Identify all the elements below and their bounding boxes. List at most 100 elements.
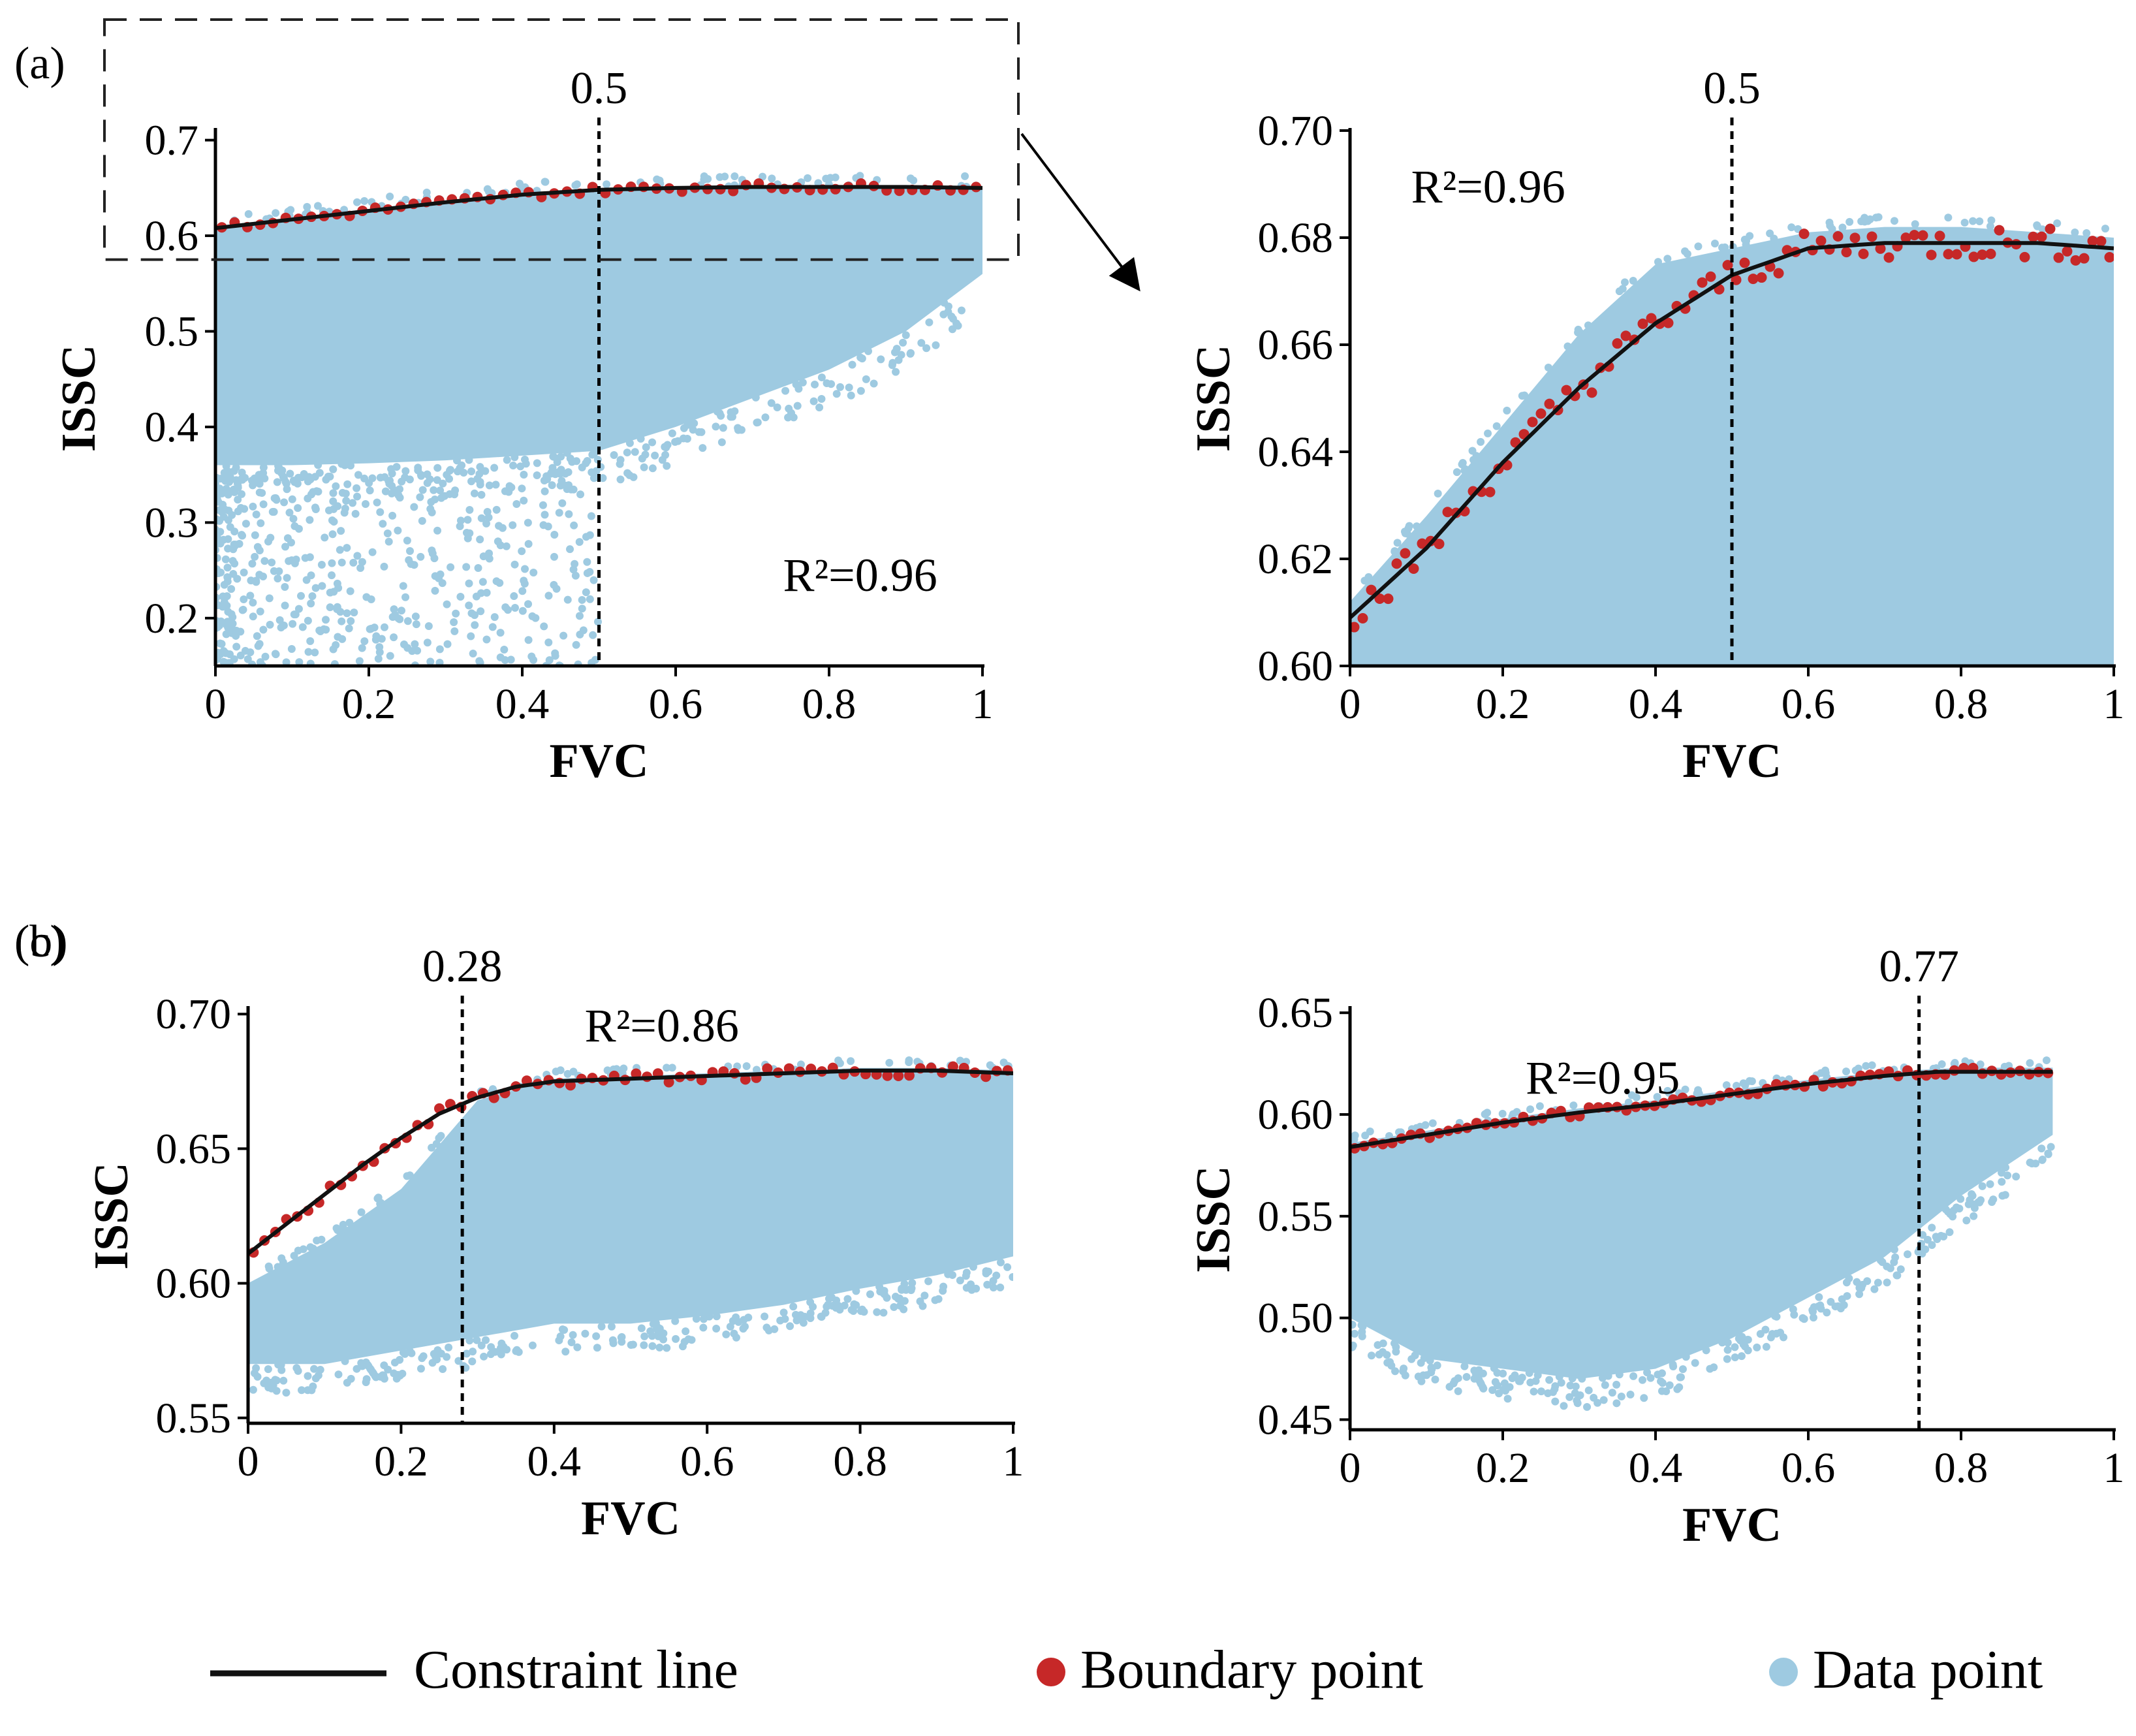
data-point: [477, 490, 486, 499]
zoom-arrow: [1020, 133, 1140, 292]
data-point: [1379, 1348, 1387, 1356]
data-point: [259, 625, 268, 634]
data-point: [1491, 1378, 1500, 1386]
data-point: [313, 202, 322, 210]
data-point: [279, 1376, 288, 1385]
data-point: [219, 657, 228, 666]
data-point: [2083, 671, 2091, 679]
data-point: [265, 594, 274, 603]
data-point: [1735, 678, 1742, 686]
data-point: [417, 471, 426, 480]
data-point: [608, 1336, 617, 1344]
data-point: [390, 633, 398, 642]
x-tick-label: 1: [2103, 1444, 2125, 1492]
data-point: [969, 1263, 977, 1271]
boundary-point: [1374, 593, 1385, 604]
boundary-point: [1832, 231, 1844, 242]
data-point: [555, 509, 563, 517]
data-point: [334, 1370, 343, 1379]
data-point: [311, 584, 320, 592]
data-point: [1735, 699, 1743, 707]
data-point: [298, 623, 307, 631]
data-point: [353, 198, 361, 206]
data-point: [1396, 686, 1404, 693]
data-point: [520, 580, 529, 588]
y-tick-label: 0.62: [1258, 535, 1334, 583]
data-point: [894, 356, 903, 364]
data-point: [510, 453, 519, 462]
r-squared-label: R²=0.96: [1411, 161, 1565, 213]
data-point: [692, 1315, 700, 1323]
data-point: [781, 1315, 789, 1323]
data-point: [456, 516, 465, 525]
data-point: [898, 1286, 906, 1294]
data-point: [334, 584, 343, 592]
data-point: [821, 1308, 830, 1317]
data-point: [541, 178, 549, 186]
boundary-point: [1383, 593, 1394, 605]
data-point: [492, 481, 500, 489]
data-point: [283, 485, 291, 494]
data-point: [1454, 686, 1462, 693]
data-point: [1578, 1374, 1586, 1383]
data-point: [1399, 1367, 1407, 1376]
data-point: [1417, 1359, 1425, 1367]
data-point: [1944, 213, 1953, 222]
data-point: [1945, 1228, 1954, 1237]
y-tick-label: 0.60: [1258, 642, 1334, 690]
data-point: [502, 542, 510, 550]
data-point: [1499, 1369, 1507, 1378]
data-point: [495, 522, 503, 530]
data-point: [228, 613, 237, 622]
data-point: [640, 1341, 648, 1349]
data-point: [476, 481, 484, 489]
data-point: [224, 516, 232, 524]
data-point: [1531, 670, 1539, 678]
data-point: [1503, 406, 1511, 415]
r-squared-label: R²=0.95: [1526, 1052, 1680, 1104]
data-point: [435, 645, 444, 654]
data-point: [940, 298, 949, 307]
data-point: [588, 450, 597, 459]
plot-area: [1350, 1056, 2055, 1412]
data-point: [304, 1386, 312, 1395]
data-point: [368, 548, 377, 556]
panel-label: (c): [14, 917, 65, 967]
data-point: [454, 1357, 463, 1365]
data-point: [225, 507, 233, 515]
data-point: [1401, 529, 1409, 537]
y-axis-label: ISSC: [1187, 1165, 1240, 1273]
x-axis-label: FVC: [581, 1492, 680, 1545]
data-point: [2069, 696, 2077, 704]
data-point: [1549, 672, 1557, 680]
data-point: [330, 505, 338, 513]
data-point: [1580, 692, 1588, 700]
data-point: [2022, 673, 2030, 681]
boundary-point: [1773, 268, 1784, 279]
data-point: [587, 512, 595, 520]
data-point: [328, 559, 336, 567]
data-point: [424, 622, 433, 631]
data-point: [704, 175, 712, 183]
boundary-point: [1926, 249, 1937, 260]
data-point: [256, 473, 264, 482]
data-point: [1986, 222, 1994, 230]
data-point: [1003, 1263, 1012, 1271]
data-point: [316, 1366, 324, 1374]
data-point: [906, 174, 915, 183]
data-point: [1566, 676, 1574, 684]
data-point: [492, 505, 501, 514]
boundary-point: [1366, 584, 1377, 595]
data-point: [238, 606, 247, 614]
x-tick-label: 0: [1340, 680, 1361, 728]
data-point: [240, 505, 249, 513]
data-point: [825, 1295, 833, 1303]
data-point: [1358, 1332, 1366, 1340]
data-point: [1665, 1088, 1673, 1097]
x-tick-label: 0.8: [1934, 680, 1988, 728]
data-point: [255, 488, 264, 497]
data-point: [1893, 1271, 1901, 1280]
data-point: [1461, 465, 1469, 473]
data-point: [1872, 675, 1879, 683]
data-point: [876, 1287, 885, 1296]
